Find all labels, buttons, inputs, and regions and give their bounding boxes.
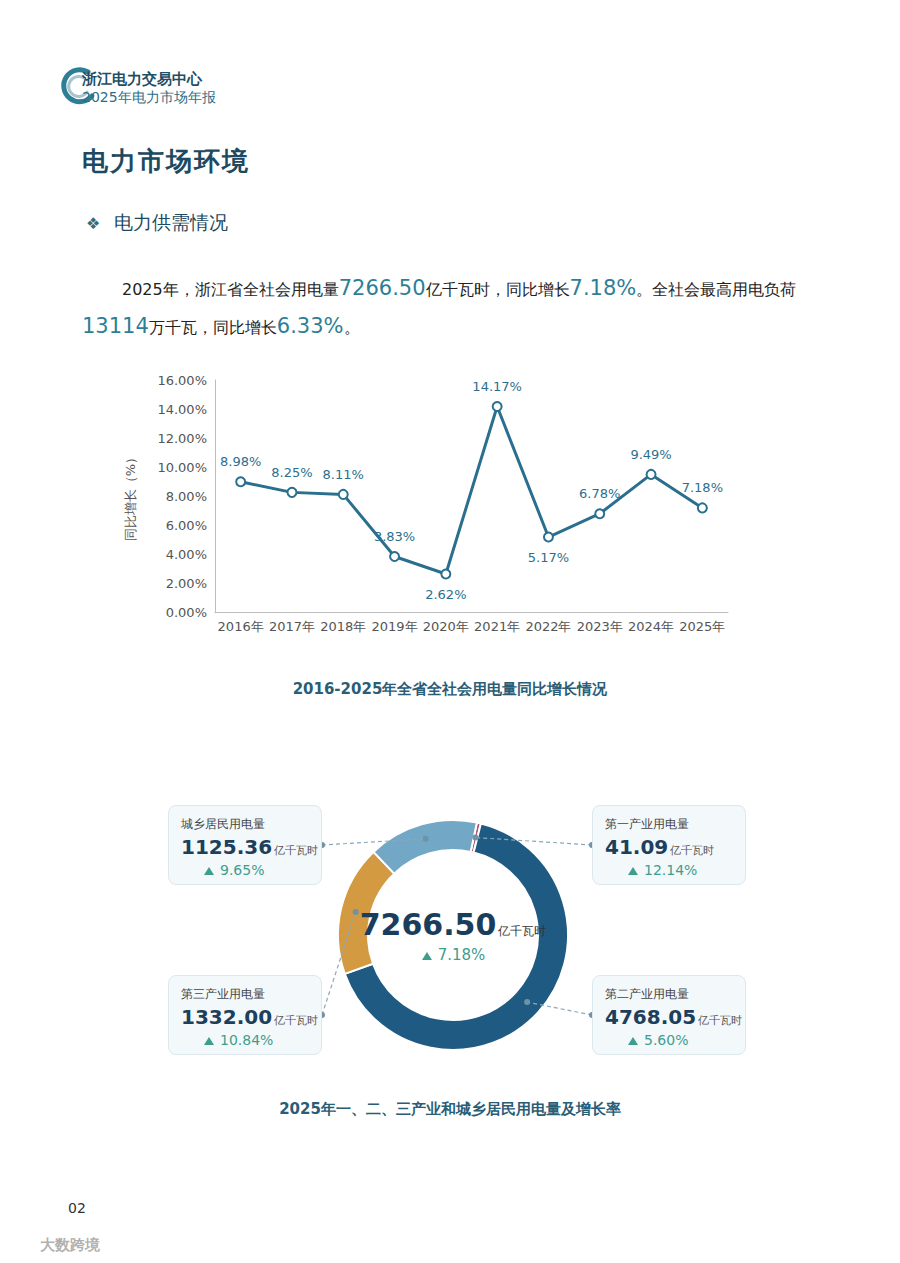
html-text:9.65%: 9.65% (220, 862, 265, 878)
svg-text:2020年: 2020年 (423, 619, 469, 634)
svg-text:8.25%: 8.25% (271, 465, 312, 480)
html-text:10.84%: 10.84% (220, 1032, 274, 1048)
svg-text:同比增长（%）: 同比增长（%） (123, 451, 138, 541)
html-text:电力市场环境: 电力市场环境 (82, 146, 250, 176)
html-text:2016-2025年全省全社会用电量同比增长情况: 2016-2025年全省全社会用电量同比增长情况 (292, 680, 608, 698)
svg-text:2019年: 2019年 (372, 619, 418, 634)
html-text:大数跨境: 大数跨境 (40, 1236, 100, 1254)
html-text:41.09亿千瓦时: 41.09亿千瓦时 (605, 835, 715, 859)
svg-text:0.00%: 0.00% (166, 605, 207, 620)
svg-text:10.00%: 10.00% (157, 460, 207, 475)
svg-text:2016年: 2016年 (218, 619, 264, 634)
html-text:第二产业用电量: 第二产业用电量 (605, 987, 689, 1001)
html-text:1125.36亿千瓦时: 1125.36亿千瓦时 (181, 835, 319, 859)
html-text:第一产业用电量: 第一产业用电量 (605, 817, 689, 831)
svg-text:8.98%: 8.98% (220, 454, 261, 469)
svg-text:2017年: 2017年 (269, 619, 315, 634)
svg-text:5.17%: 5.17% (528, 550, 569, 565)
html-text:13114万千瓦，同比增长6.33%。: 13114万千瓦，同比增长6.33%。 (82, 314, 360, 338)
html-text:浙江电力交易中心: 浙江电力交易中心 (82, 70, 202, 88)
html-text:5.60%: 5.60% (644, 1032, 689, 1048)
svg-text:6.78%: 6.78% (579, 486, 620, 501)
html-text:2025年电力市场年报: 2025年电力市场年报 (82, 89, 216, 105)
svg-text:8.00%: 8.00% (166, 489, 207, 504)
html-text:7.18%: 7.18% (437, 946, 486, 964)
svg-text:2024年: 2024年 (628, 619, 674, 634)
html-text:1332.00亿千瓦时: 1332.00亿千瓦时 (181, 1005, 319, 1029)
html-text:城乡居民用电量: 城乡居民用电量 (181, 817, 265, 831)
svg-text:3.83%: 3.83% (374, 529, 415, 544)
svg-text:14.17%: 14.17% (472, 379, 522, 394)
html-text:4768.05亿千瓦时: 4768.05亿千瓦时 (605, 1005, 743, 1029)
svg-text:2023年: 2023年 (577, 619, 623, 634)
svg-text:4.00%: 4.00% (166, 547, 207, 562)
svg-text:14.00%: 14.00% (157, 402, 207, 417)
html-text:2025年一、二、三产业和城乡居民用电量及增长率: 2025年一、二、三产业和城乡居民用电量及增长率 (279, 1100, 621, 1118)
svg-text:2.00%: 2.00% (166, 576, 207, 591)
svg-text:2.62%: 2.62% (425, 587, 466, 602)
svg-text:7.18%: 7.18% (682, 480, 723, 495)
html-text:7266.50: 7266.50 (359, 907, 497, 942)
html-text:02: 02 (68, 1200, 86, 1216)
svg-text:16.00%: 16.00% (157, 373, 207, 388)
svg-text:6.00%: 6.00% (166, 518, 207, 533)
svg-text:8.11%: 8.11% (323, 467, 364, 482)
html-text:亿千瓦时: 亿千瓦时 (498, 924, 547, 938)
html-text:电力供需情况: 电力供需情况 (114, 211, 229, 233)
svg-text:2022年: 2022年 (525, 619, 571, 634)
svg-text:12.00%: 12.00% (157, 431, 207, 446)
svg-text:2025年: 2025年 (679, 619, 725, 634)
html-text:2025年，浙江省全社会用电量7266.50亿千瓦时，同比增: 2025年，浙江省全社会用电量7266.50亿千瓦时，同比增长7.18%。全社会… (122, 276, 797, 300)
html-text:12.14%: 12.14% (644, 862, 698, 878)
svg-text:2018年: 2018年 (320, 619, 366, 634)
svg-text:9.49%: 9.49% (630, 447, 671, 462)
svg-text:2021年: 2021年 (474, 619, 520, 634)
html-text:第三产业用电量: 第三产业用电量 (181, 987, 265, 1001)
